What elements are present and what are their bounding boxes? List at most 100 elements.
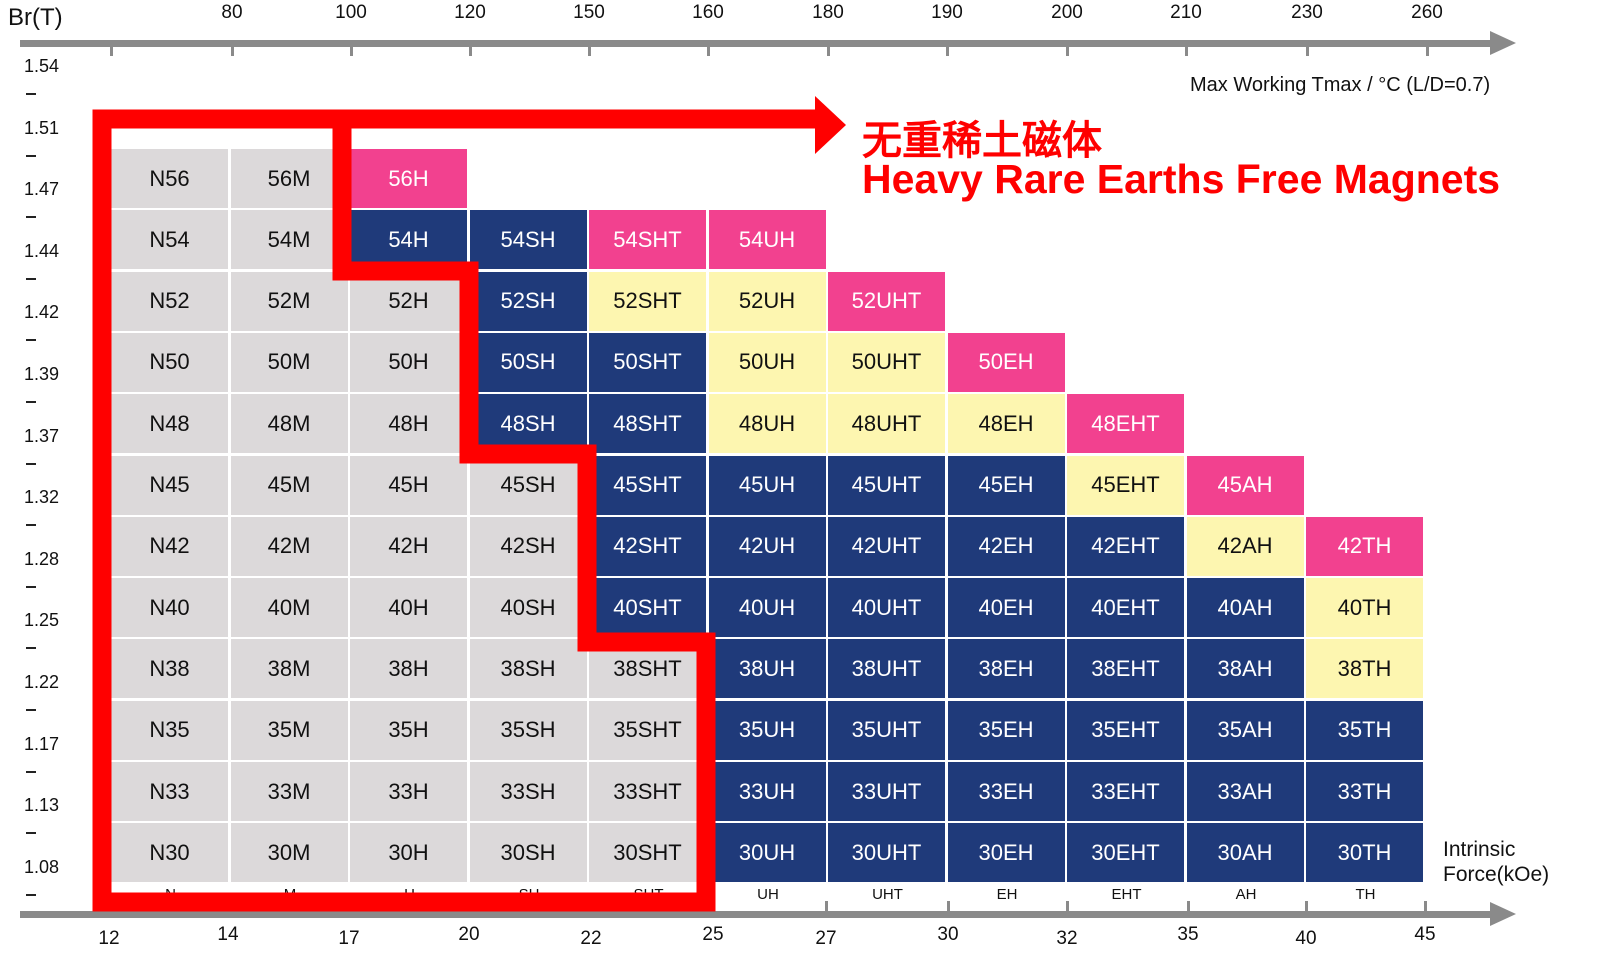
- br-tick-dash: [26, 832, 36, 835]
- grade-cell: 30SH: [469, 823, 587, 883]
- hcj-tick-label: 30: [937, 924, 959, 945]
- hcj-tick-label: 20: [458, 924, 480, 945]
- hcj-tick-label: 17: [338, 928, 360, 949]
- hcj-tick-label: 32: [1056, 928, 1078, 949]
- br-tick-label: 1.42: [24, 302, 60, 323]
- br-tick-dash: [26, 154, 36, 157]
- grade-cell: 50EH: [947, 332, 1065, 392]
- bottom-axis-title-2: Force(kOe): [1443, 863, 1550, 886]
- grade-cell: 40EHT: [1067, 578, 1184, 638]
- tmax-tick-mark: [588, 46, 591, 56]
- br-tick-dash: [26, 893, 36, 896]
- grade-cell: 40TH: [1306, 578, 1423, 638]
- tmax-tick-mark: [1066, 46, 1069, 56]
- br-tick-label: 1.47: [24, 179, 60, 200]
- grade-cell: 48H: [350, 394, 467, 454]
- grade-cell: 33M: [230, 762, 348, 821]
- tmax-tick-label: 100: [335, 2, 367, 23]
- grade-cell: 52UHT: [828, 271, 945, 331]
- tmax-tick-mark: [350, 46, 353, 56]
- grade-cell: 33SH: [469, 762, 587, 821]
- hcj-tick-mark: [825, 901, 828, 911]
- grade-cell: 54M: [230, 210, 348, 270]
- top-axis-title: Max Working Tmax / °C (L/D=0.7): [1190, 74, 1491, 96]
- br-tick-dash: [26, 462, 36, 465]
- br-tick-dash: [26, 585, 36, 588]
- grade-cell: 42SH: [469, 516, 587, 576]
- tmax-tick-mark: [1306, 46, 1309, 56]
- tmax-tick-label: 230: [1291, 2, 1323, 23]
- hcj-tick-label: 22: [580, 928, 602, 949]
- grade-cell: 42TH: [1306, 516, 1423, 576]
- tmax-tick-mark: [1426, 46, 1429, 56]
- br-tick-dash: [26, 524, 36, 527]
- grade-cell: 54H: [350, 210, 467, 270]
- grade-cell: 35UH: [708, 700, 826, 760]
- grade-cell: 38UH: [708, 639, 826, 699]
- grade-cell: 48EH: [947, 394, 1065, 454]
- grade-cell: 45SH: [469, 455, 587, 515]
- tmax-tick-label: 120: [454, 2, 486, 23]
- grade-cell: 38SH: [469, 639, 587, 699]
- grade-cell: N30: [111, 823, 228, 883]
- grade-cell: 42UH: [708, 516, 826, 576]
- hcj-tick-mark: [947, 901, 950, 911]
- grade-cell: 38UHT: [828, 639, 945, 699]
- grade-cell: 42SHT: [589, 516, 706, 576]
- grade-cell: N33: [111, 762, 228, 821]
- grade-cell: 54UH: [708, 210, 826, 270]
- grade-cell: 52SHT: [589, 271, 706, 331]
- grade-cell: 52UH: [708, 271, 826, 331]
- br-tick-dash: [26, 216, 36, 219]
- grade-cell: 42M: [230, 516, 348, 576]
- grade-cell: 45UH: [708, 455, 826, 515]
- grade-cell: 42H: [350, 516, 467, 576]
- br-tick-label: 1.25: [24, 610, 60, 631]
- br-tick-label: 1.13: [24, 795, 60, 816]
- grade-cell: 33UHT: [828, 762, 945, 821]
- br-tick-label: 1.22: [24, 672, 60, 692]
- hcj-tick-label: 45: [1414, 924, 1436, 945]
- grade-cell: 40UHT: [828, 578, 945, 638]
- grade-cell: 52M: [230, 271, 348, 331]
- tmax-tick-mark: [827, 46, 830, 56]
- tmax-tick-label: 180: [812, 2, 844, 23]
- tmax-tick-label: 200: [1051, 2, 1083, 23]
- tmax-tick-mark: [110, 46, 113, 56]
- grade-column-label: AH: [1235, 886, 1257, 903]
- grade-cell: 45H: [350, 455, 467, 515]
- hcj-tick-label: 40: [1295, 928, 1317, 949]
- grade-cell: N50: [111, 332, 228, 392]
- top-axis-line: [20, 40, 1500, 47]
- grade-cell: 40M: [230, 578, 348, 638]
- grade-cell: 38TH: [1306, 639, 1423, 699]
- hcj-tick-label: 35: [1177, 924, 1199, 945]
- grade-column-label: EHT: [1111, 886, 1142, 903]
- grade-cell: 45EH: [947, 455, 1065, 515]
- grade-cell: 50SHT: [589, 332, 706, 392]
- tmax-tick-label: 260: [1411, 2, 1443, 23]
- tmax-tick-mark: [707, 46, 710, 56]
- grade-cell: 56M: [230, 149, 348, 208]
- grade-cell: 35EHT: [1067, 700, 1184, 760]
- grade-cell: 45M: [230, 455, 348, 515]
- br-tick-label: 1.28: [24, 548, 60, 569]
- bottom-axis-arrow-icon: [1490, 902, 1516, 926]
- grade-cell: 45AH: [1186, 455, 1304, 515]
- grade-cell: N35: [111, 700, 228, 760]
- grade-cell: 40SH: [469, 578, 587, 638]
- grade-cell: 38AH: [1186, 639, 1304, 699]
- grade-cell: 45SHT: [589, 455, 706, 515]
- highlight-title-cn: 无重稀土磁体: [862, 119, 1102, 163]
- grade-cell: N45: [111, 455, 228, 515]
- grade-cell: N42: [111, 516, 228, 576]
- grade-cell: 42EHT: [1067, 516, 1184, 576]
- br-tick-label: 1.32: [24, 487, 60, 508]
- br-tick-label: 1.08: [24, 856, 60, 877]
- grade-cell: 30EHT: [1067, 823, 1184, 883]
- br-tick-label: 1.17: [24, 733, 60, 754]
- hcj-tick-label: 14: [217, 924, 239, 945]
- highlight-arrow-icon: [815, 96, 846, 154]
- grade-cell: N56: [111, 149, 228, 208]
- br-tick-dash: [26, 277, 36, 280]
